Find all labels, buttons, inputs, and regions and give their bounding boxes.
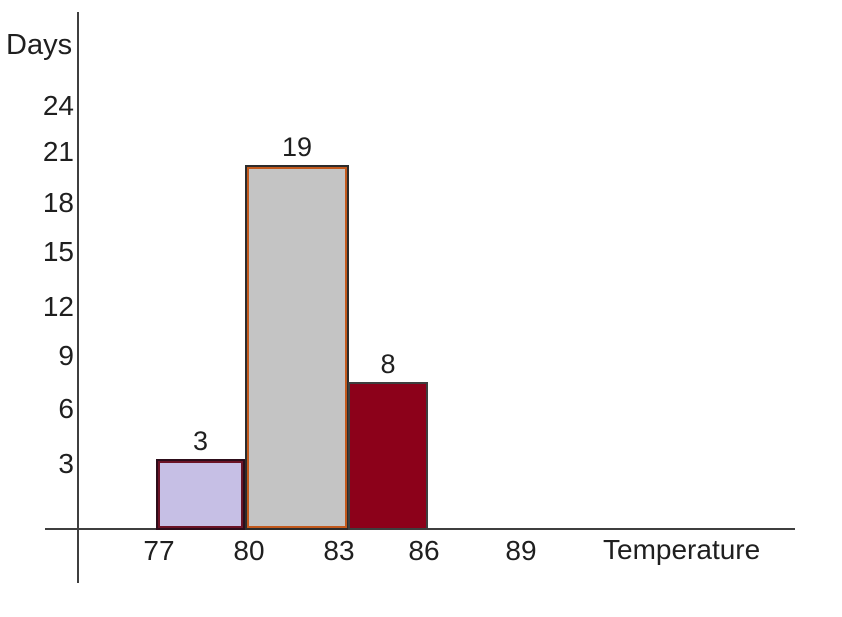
y-tick-label: 6 [58,393,74,424]
bar-77-80 [156,459,245,530]
y-tick-label: 3 [58,448,74,479]
x-tick-label: 86 [408,535,440,566]
y-axis-line [77,12,79,583]
x-axis-title: Temperature [603,534,761,565]
y-tick-label: 18 [42,187,74,218]
x-tick-label: 89 [505,535,537,566]
y-axis-title: Days [6,29,73,61]
y-tick-label: 21 [42,136,74,167]
y-tick-label: 24 [42,90,74,121]
bar-value-label: 3 [192,426,209,456]
bar-80-83 [245,165,349,530]
y-tick-label: 12 [42,291,74,322]
x-tick-label: 83 [323,535,355,566]
y-tick-label: 15 [42,236,74,267]
bar-value-label: 19 [281,132,313,162]
bar-83-86 [348,382,428,530]
bar-value-label: 8 [380,349,396,379]
y-tick-label: 9 [58,340,74,371]
x-tick-label: 80 [233,535,265,566]
x-tick-label: 77 [143,535,175,566]
